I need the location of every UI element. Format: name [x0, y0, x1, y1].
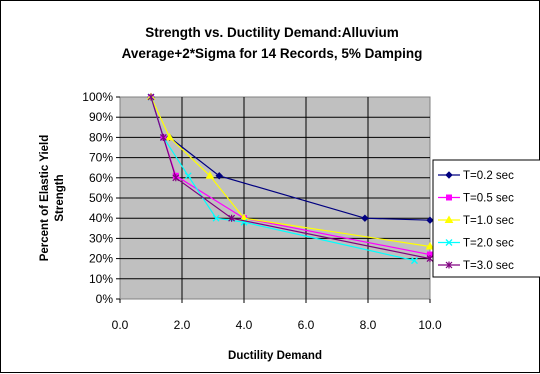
x-axis-label: Ductility Demand [228, 350, 322, 362]
y-tick-label: 80% [89, 130, 113, 144]
y-tick-label: 20% [89, 252, 113, 266]
x-tick-label: 6.0 [298, 318, 315, 332]
data-point [159, 133, 167, 141]
y-axis-label-line1: Percent of Elastic Yield [39, 135, 51, 262]
series-3 [146, 92, 435, 250]
series-group [146, 92, 435, 265]
x-tick-label: 8.0 [360, 318, 377, 332]
data-point [212, 214, 220, 222]
legend-swatch-marker [445, 261, 453, 269]
data-point [165, 132, 174, 141]
data-point [147, 93, 155, 101]
y-tick-label: 100% [82, 90, 113, 104]
data-point [215, 172, 223, 180]
legend-item: T=0.5 sec [438, 193, 514, 205]
data-point [411, 257, 418, 265]
legend-swatch-marker [445, 171, 453, 179]
data-point [426, 255, 434, 263]
chart-title: Strength vs. Ductility Demand:Alluvium [145, 25, 399, 40]
y-tick-label: 50% [89, 191, 113, 205]
data-point [426, 216, 434, 224]
legend-item: T=1.0 sec [438, 215, 514, 227]
data-point [205, 171, 215, 179]
legend-label: T=0.5 sec [463, 193, 514, 205]
x-axis-ticks: 0.0 2.0 4.0 6.0 8.0 10.0 [112, 299, 442, 332]
x-tick-label: 2.0 [174, 318, 191, 332]
y-tick-label: 30% [89, 231, 113, 245]
legend-item: T=3.0 sec [438, 260, 514, 272]
legend-box [432, 159, 540, 278]
legend-swatch-marker [446, 194, 452, 201]
y-tick-label: 40% [89, 211, 113, 225]
y-tick-label: 90% [89, 110, 113, 124]
y-axis-ticks: 0% 10% 20% 30% 40% 50% 60% 70% 80% 90% 100% [82, 90, 120, 306]
x-tick-label: 0.0 [112, 318, 129, 332]
y-tick-label: 0% [96, 292, 114, 306]
legend-item: T=2.0 sec [438, 238, 514, 250]
legend-label: T=3.0 sec [463, 260, 514, 272]
y-tick-label: 60% [89, 171, 113, 185]
data-point [184, 172, 192, 180]
series-5 [147, 93, 434, 263]
x-tick-label: 10.0 [418, 318, 442, 332]
legend-swatch-marker [445, 239, 453, 246]
y-axis-label-line2: Strength [54, 174, 66, 221]
data-point [361, 214, 369, 222]
gridlines [120, 97, 430, 299]
x-tick-label: 4.0 [236, 318, 253, 332]
legend-label: T=0.2 sec [463, 170, 514, 182]
legend-item: T=0.2 sec [438, 170, 514, 182]
y-tick-label: 10% [89, 272, 113, 286]
data-point [172, 174, 180, 182]
legend-label: T=1.0 sec [463, 215, 514, 227]
data-point [425, 241, 435, 250]
legend: T=0.2 sec T=0.5 sec T=1.0 sec T=2.0 sec T=3.… [438, 170, 514, 272]
data-point [228, 214, 236, 222]
legend-swatch-marker [444, 215, 454, 223]
chart-subtitle: Average+2*Sigma for 14 Records, 5% Dampi… [122, 46, 423, 61]
y-tick-label: 70% [89, 151, 113, 165]
legend-label: T=2.0 sec [463, 238, 514, 250]
